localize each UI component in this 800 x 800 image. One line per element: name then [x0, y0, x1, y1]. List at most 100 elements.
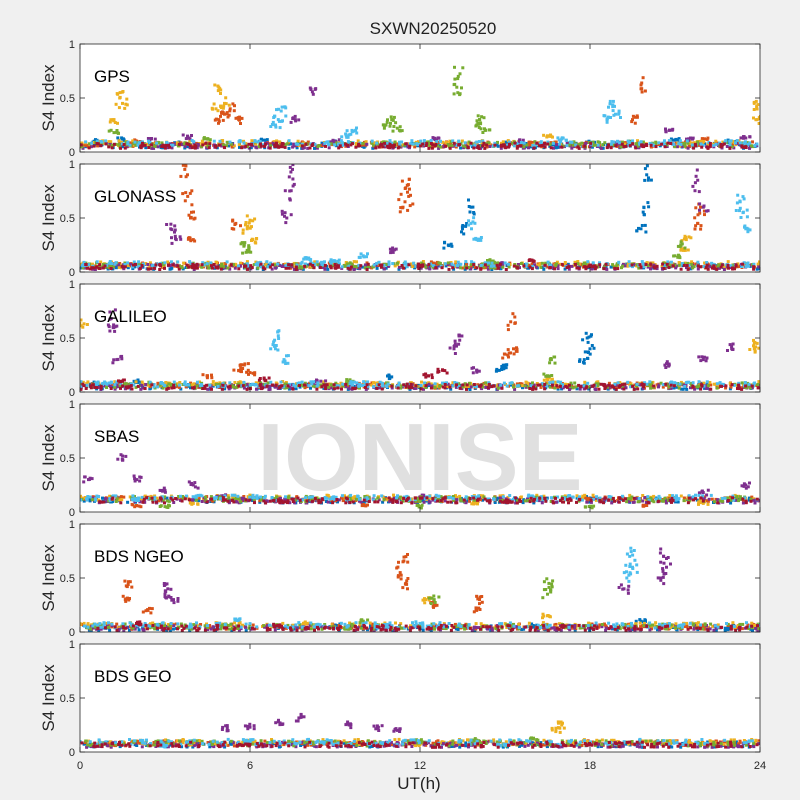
data-point [719, 265, 723, 269]
data-point [623, 264, 627, 268]
data-point [633, 115, 637, 119]
data-point [708, 142, 712, 145]
data-point [608, 102, 612, 106]
data-point [237, 382, 241, 386]
data-point [244, 250, 248, 254]
data-point [210, 266, 214, 270]
data-point [589, 141, 593, 145]
data-point [676, 244, 680, 248]
data-point [682, 248, 685, 252]
data-point [672, 254, 676, 258]
data-point [391, 246, 395, 250]
data-point [346, 262, 350, 266]
data-point [233, 266, 237, 270]
data-point [238, 115, 242, 119]
data-point [207, 146, 211, 150]
data-point [283, 189, 287, 193]
data-point [536, 383, 540, 387]
data-point [259, 260, 263, 264]
data-point [605, 267, 609, 271]
data-point [357, 144, 360, 148]
data-point [130, 387, 134, 391]
data-point [454, 385, 458, 389]
data-point [631, 118, 634, 122]
data-point [695, 498, 699, 502]
data-point [344, 385, 348, 388]
data-point [380, 142, 384, 146]
data-point [427, 263, 431, 267]
data-point [414, 384, 418, 388]
data-point [129, 262, 133, 266]
data-point [545, 384, 549, 388]
data-point [532, 385, 535, 389]
data-point [574, 385, 578, 389]
data-point [556, 387, 560, 391]
data-point [273, 385, 277, 389]
data-point [533, 140, 537, 144]
data-point [728, 146, 732, 150]
data-point [253, 217, 257, 221]
data-point [251, 219, 255, 223]
data-point [492, 384, 496, 388]
data-point [250, 225, 253, 229]
data-point [346, 135, 350, 139]
data-point [364, 387, 368, 391]
data-point [741, 195, 745, 199]
data-point [721, 140, 725, 144]
data-point [421, 142, 425, 146]
data-point [354, 145, 358, 149]
data-point [663, 139, 666, 143]
data-point [449, 242, 453, 246]
data-point [109, 128, 113, 132]
data-point [729, 139, 733, 143]
data-point [221, 111, 225, 115]
data-point [671, 127, 675, 131]
data-point [260, 386, 263, 390]
data-point [597, 382, 601, 386]
data-point [107, 384, 110, 387]
data-point [590, 145, 594, 149]
data-point [613, 104, 616, 108]
data-point [170, 241, 174, 245]
data-point [511, 312, 515, 316]
data-point [592, 346, 596, 350]
data-point [513, 387, 517, 391]
data-point [158, 383, 162, 387]
data-point [379, 145, 383, 149]
data-point [193, 266, 197, 270]
data-point [317, 385, 321, 389]
data-point [113, 329, 117, 333]
data-point [115, 324, 119, 328]
data-point [551, 385, 555, 389]
data-point [126, 261, 129, 265]
data-point [637, 226, 640, 230]
data-point [518, 382, 522, 386]
y-tick-label: 1 [69, 39, 75, 51]
data-point [141, 382, 145, 386]
data-point [294, 119, 298, 123]
data-point [737, 383, 741, 387]
data-point [729, 385, 733, 389]
data-point [396, 146, 400, 150]
data-point [587, 335, 591, 339]
data-point [240, 384, 244, 388]
data-point [726, 260, 730, 264]
data-point [521, 386, 524, 390]
data-point [110, 262, 114, 265]
data-point [586, 381, 590, 385]
data-point [572, 140, 576, 144]
data-point [399, 206, 403, 210]
data-point [686, 248, 690, 252]
data-point [486, 259, 489, 262]
data-point [515, 349, 519, 353]
data-point [675, 145, 679, 149]
data-point [357, 384, 360, 388]
data-point [712, 382, 716, 386]
data-point [341, 143, 345, 147]
data-point [387, 263, 391, 266]
data-point [319, 379, 323, 383]
data-point [467, 266, 471, 269]
data-point [722, 268, 726, 271]
data-point [202, 263, 206, 267]
